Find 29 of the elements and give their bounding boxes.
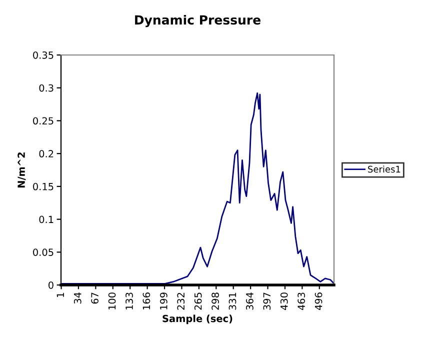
- x-tick-label: 331: [228, 292, 236, 310]
- y-tick-label: 0.05: [33, 248, 54, 256]
- x-tick-label: 34: [74, 292, 82, 304]
- legend-label: Series1: [368, 166, 400, 173]
- x-tick-label: 199: [160, 292, 168, 310]
- y-tick-label: 0: [48, 281, 54, 289]
- x-tick-label: 496: [314, 292, 322, 310]
- y-tick-label: 0.15: [33, 182, 54, 190]
- y-tick-label: 0.3: [39, 84, 54, 92]
- y-axis-title: N/m^2: [18, 152, 26, 188]
- x-tick-label: 298: [212, 292, 219, 310]
- x-tick-label: 133: [126, 292, 133, 310]
- y-tick-label: 0.2: [39, 150, 54, 158]
- y-tick-label: 0.25: [33, 117, 54, 125]
- x-tick-label: 232: [177, 292, 185, 310]
- line-series: [61, 92, 334, 284]
- x-tick-label: 397: [263, 292, 271, 310]
- x-tick-label: 364: [246, 292, 254, 310]
- x-tick-label: 166: [142, 292, 150, 310]
- y-tick-label: 0.1: [39, 216, 54, 224]
- x-tick-label: 100: [108, 292, 116, 310]
- x-tick-label: 1: [56, 292, 64, 298]
- chart-title: Dynamic Pressure: [135, 14, 260, 28]
- x-axis-title: Sample (sec): [162, 314, 232, 324]
- x-tick-label: 430: [280, 292, 288, 310]
- x-tick-label: 463: [298, 292, 306, 310]
- x-tick-label: 265: [194, 292, 202, 310]
- y-tick-label: 0.35: [33, 51, 54, 59]
- x-tick-label: 67: [91, 292, 98, 304]
